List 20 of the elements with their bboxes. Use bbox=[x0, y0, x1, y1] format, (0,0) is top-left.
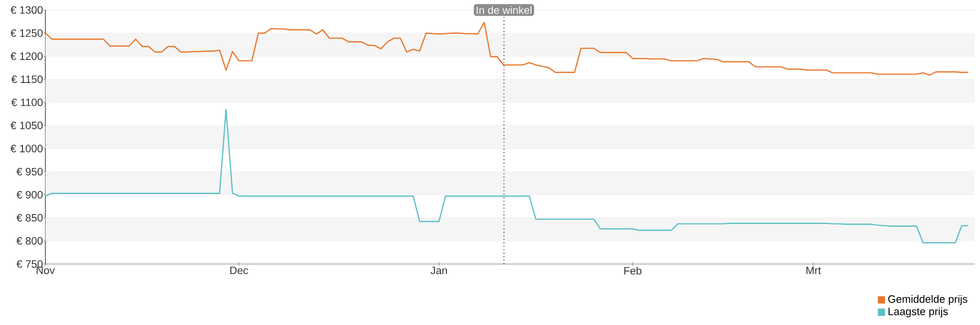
x-tick-label: Jan bbox=[430, 266, 447, 274]
y-tick-label: € 1000 bbox=[10, 144, 43, 152]
y-tick-label: € 1250 bbox=[10, 29, 43, 37]
y-tick-label: € 750 bbox=[16, 260, 43, 268]
legend-label: Laagste prijs bbox=[888, 307, 948, 318]
x-tick-label: Dec bbox=[230, 266, 248, 274]
y-tick-label: € 900 bbox=[16, 190, 43, 199]
y-tick-label: € 1200 bbox=[10, 52, 43, 60]
y-tick-label: € 950 bbox=[16, 168, 43, 176]
y-tick-label: € 800 bbox=[16, 237, 43, 245]
x-tick-label: Feb bbox=[624, 266, 642, 275]
annotation: In de winkel bbox=[476, 6, 532, 14]
x-tick-label: Mrt bbox=[806, 266, 821, 274]
y-tick-label: € 1050 bbox=[10, 122, 43, 130]
x-tick-label: Nov bbox=[36, 266, 55, 274]
legend-label: Gemiddelde prijs bbox=[888, 294, 968, 305]
y-tick-label: € 1150 bbox=[11, 76, 43, 84]
y-tick-label: € 1100 bbox=[11, 98, 43, 106]
y-tick-label: € 1300 bbox=[10, 6, 43, 14]
y-tick-label: € 850 bbox=[16, 214, 43, 222]
